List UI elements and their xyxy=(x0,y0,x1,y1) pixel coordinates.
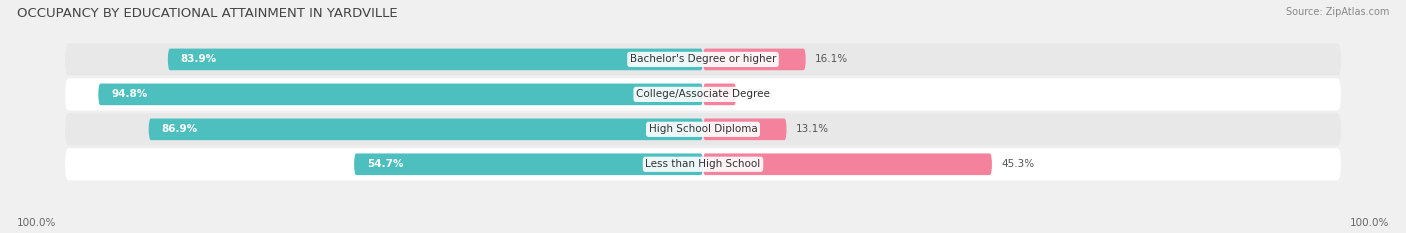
FancyBboxPatch shape xyxy=(149,118,703,140)
Text: High School Diploma: High School Diploma xyxy=(648,124,758,134)
Text: 5.2%: 5.2% xyxy=(745,89,772,99)
Text: 13.1%: 13.1% xyxy=(796,124,830,134)
Text: OCCUPANCY BY EDUCATIONAL ATTAINMENT IN YARDVILLE: OCCUPANCY BY EDUCATIONAL ATTAINMENT IN Y… xyxy=(17,7,398,20)
Text: Source: ZipAtlas.com: Source: ZipAtlas.com xyxy=(1285,7,1389,17)
FancyBboxPatch shape xyxy=(167,49,703,70)
FancyBboxPatch shape xyxy=(703,49,806,70)
Text: 16.1%: 16.1% xyxy=(815,55,848,64)
Text: 86.9%: 86.9% xyxy=(162,124,197,134)
FancyBboxPatch shape xyxy=(703,154,993,175)
FancyBboxPatch shape xyxy=(703,84,737,105)
Text: College/Associate Degree: College/Associate Degree xyxy=(636,89,770,99)
FancyBboxPatch shape xyxy=(354,154,703,175)
Text: 45.3%: 45.3% xyxy=(1001,159,1035,169)
Text: Bachelor's Degree or higher: Bachelor's Degree or higher xyxy=(630,55,776,64)
Text: 94.8%: 94.8% xyxy=(111,89,148,99)
FancyBboxPatch shape xyxy=(98,84,703,105)
FancyBboxPatch shape xyxy=(65,113,1341,145)
Text: 100.0%: 100.0% xyxy=(1350,218,1389,228)
FancyBboxPatch shape xyxy=(65,148,1341,180)
Text: 100.0%: 100.0% xyxy=(17,218,56,228)
Text: 54.7%: 54.7% xyxy=(367,159,404,169)
Text: Less than High School: Less than High School xyxy=(645,159,761,169)
FancyBboxPatch shape xyxy=(65,43,1341,75)
FancyBboxPatch shape xyxy=(703,118,786,140)
FancyBboxPatch shape xyxy=(65,78,1341,110)
Text: 83.9%: 83.9% xyxy=(180,55,217,64)
